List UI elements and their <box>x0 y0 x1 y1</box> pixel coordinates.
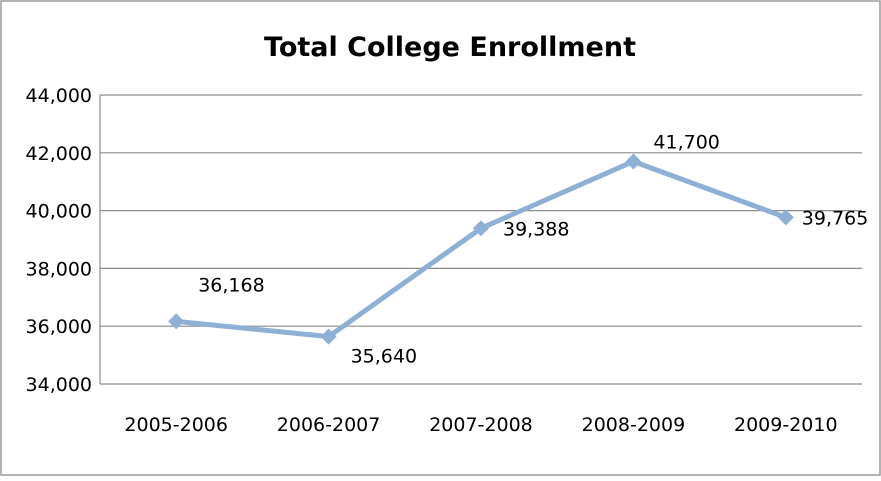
data-point-marker <box>777 209 794 226</box>
x-tick-label: 2005-2006 <box>124 414 228 436</box>
x-tick-label: 2006-2007 <box>277 414 381 436</box>
data-point-marker <box>168 313 185 330</box>
y-tick-label: 40,000 <box>26 201 92 223</box>
y-tick-label: 36,000 <box>26 316 92 338</box>
x-axis-tick-labels: 2005-2006 2006-2007 2007-2008 2008-2009 2009… <box>124 414 837 436</box>
data-label: 39,765 <box>802 207 868 229</box>
data-label: 35,640 <box>351 346 417 368</box>
data-point-marker <box>320 328 337 345</box>
y-tick-label: 44,000 <box>26 85 92 107</box>
data-point-marker <box>625 153 642 170</box>
y-axis-tick-labels: 34,000 36,000 38,000 40,000 42,000 44,000 <box>26 85 92 396</box>
x-tick-label: 2007-2008 <box>429 414 533 436</box>
x-tick-label: 2008-2009 <box>582 414 686 436</box>
data-label: 39,388 <box>503 218 569 240</box>
y-tick-label: 38,000 <box>26 258 92 280</box>
data-label: 36,168 <box>198 274 264 296</box>
data-labels: 36,168 35,640 39,388 41,700 39,765 <box>198 131 868 367</box>
data-point-marker <box>473 220 489 237</box>
y-tick-label: 42,000 <box>26 143 92 165</box>
series-enrollment <box>168 153 794 345</box>
y-tick-label: 34,000 <box>26 374 92 396</box>
x-tick-label: 2009-2010 <box>734 414 838 436</box>
chart-title: Total College Enrollment <box>264 32 636 63</box>
data-label: 41,700 <box>653 131 719 153</box>
